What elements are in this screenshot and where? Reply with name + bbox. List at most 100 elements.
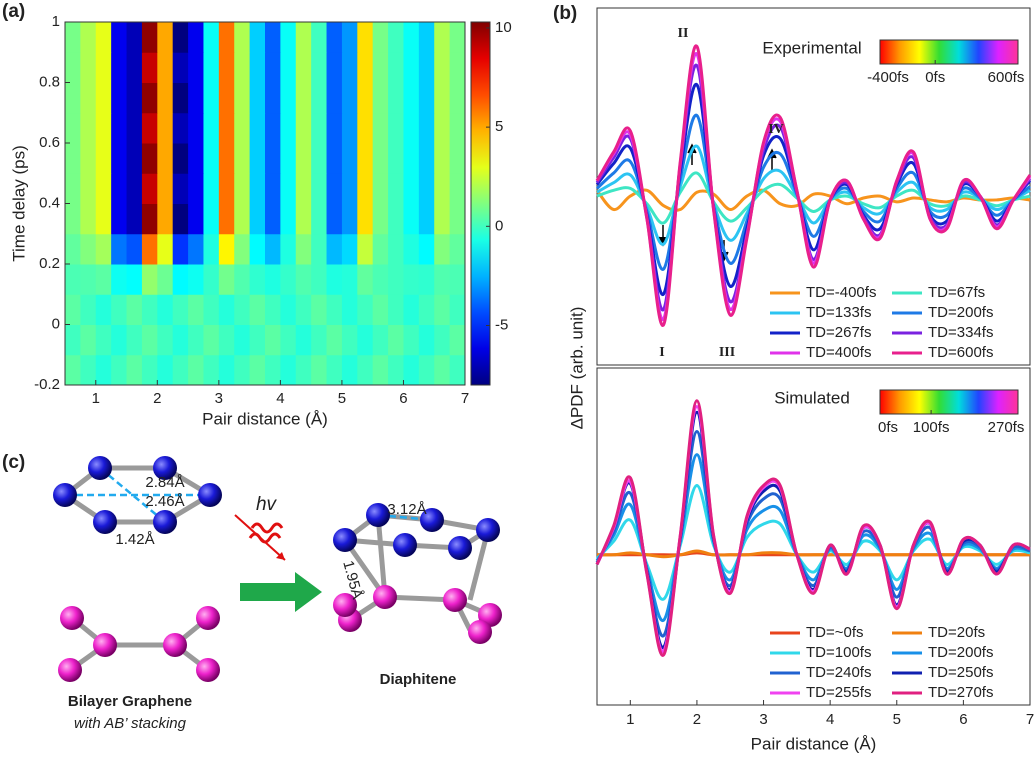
heat-cell [157,82,174,114]
heat-cell [157,143,174,174]
series-line [595,399,1031,657]
heat-cell [249,264,266,295]
heat-cell [172,233,189,265]
heat-cell [141,82,158,114]
heat-cell [295,264,312,295]
heat-cell [141,354,158,386]
heat-cell [341,112,358,144]
heat-cell [249,173,266,204]
heat-cell [65,233,81,265]
heat-cell [403,203,420,235]
distance-label: 3.12Å [387,501,426,518]
heat-cell [280,294,297,325]
distance-line [65,467,210,523]
legend-label: TD=334fs [928,324,993,341]
heat-cell [218,203,235,235]
heat-cell [403,173,420,204]
colorbar-tick-label: -400fs [867,69,909,86]
heat-cell [265,264,281,295]
heat-cell [265,294,281,325]
heat-cell [403,324,420,356]
heat-cell [418,324,435,356]
heat-cell [388,143,404,174]
heat-cell [126,294,143,325]
heat-cell [80,52,97,83]
heat-cell [357,22,374,53]
heat-cell [65,82,81,114]
peak-label: III [719,345,735,360]
heat-cell [265,52,281,83]
heat-cell [372,52,389,83]
heat-cell [280,22,297,53]
y-tick-label: 1 [52,13,60,30]
atom [393,533,417,557]
heat-cell [249,203,266,235]
heat-cell [418,173,435,204]
y-tick-label: 0.6 [39,134,60,151]
heat-cell [65,112,81,144]
transition-arrow [240,572,322,612]
heat-cell [326,22,343,53]
heat-cell [126,52,143,83]
legend-label: TD=67fs [928,284,985,301]
heat-cell [265,22,281,53]
heat-cell [357,173,374,204]
legend-label: TD=133fs [806,304,871,321]
y-tick-label: -0.2 [34,376,60,393]
heat-cell [341,173,358,204]
heat-cell [141,203,158,235]
atom [163,633,187,657]
photon-wave [248,522,284,544]
distance-label: 2.46Å [145,493,184,510]
heat-cell [111,173,128,204]
x-axis-label: Pair distance (Å) [202,409,328,428]
heat-cell [249,143,266,174]
heat-cell [311,203,328,235]
legend-label: TD=20fs [928,624,985,641]
heat-cell [295,233,312,265]
series-line [595,44,1032,327]
heat-cell [172,173,189,204]
heat-cell [265,112,281,144]
atom [196,606,220,630]
heat-cell [95,324,112,356]
heat-cell [111,264,128,295]
heat-cell [203,112,220,144]
arrow-head [276,552,285,560]
heat-cell [234,354,251,386]
heat-cell [157,324,174,356]
colorbar [470,21,491,386]
heat-cell [449,52,466,83]
heat-cell [265,324,281,356]
atom [196,658,220,682]
heat-cell [265,233,281,265]
heat-cell [65,143,81,174]
heat-cell [141,173,158,204]
x-tick-label: 5 [338,390,346,407]
heat-cell [341,264,358,295]
heat-cell [203,324,220,356]
heat-cell [326,82,343,114]
heat-cell [188,324,204,356]
atom [333,528,357,552]
heat-cell [203,22,220,53]
chart-title: Experimental [762,38,861,57]
heat-cell [111,324,128,356]
heat-cell [449,264,466,295]
heat-cell [311,324,328,356]
heat-cell [418,233,435,265]
heat-cell [434,203,451,235]
peak-label: II [678,26,689,41]
legend-label: TD=600fs [928,344,993,361]
atom [468,620,492,644]
heat-cell [95,354,112,386]
heat-cell [65,324,81,356]
distance-label: 2.84Å [145,474,184,491]
heat-cell [157,203,174,235]
heat-cell [157,22,174,53]
heat-cell [111,52,128,83]
colorbar-tick-label: 5 [495,118,503,135]
heat-cell [141,233,158,265]
heat-cell [418,203,435,235]
heat-cell [126,354,143,386]
